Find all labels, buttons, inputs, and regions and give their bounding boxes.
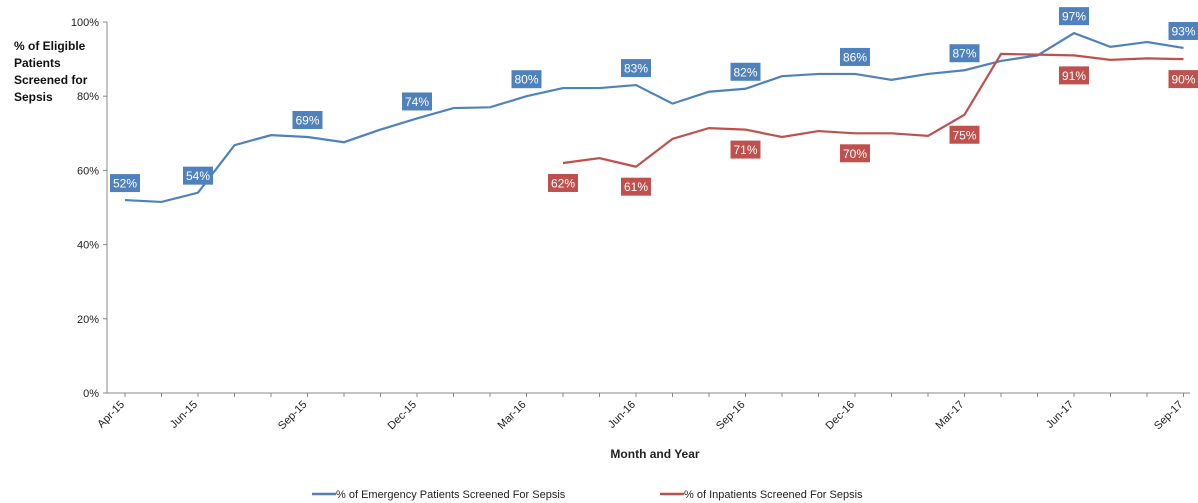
data-label: 91% — [1062, 69, 1086, 83]
data-label-box — [840, 47, 870, 66]
x-tick-label: Jun-17 — [1044, 399, 1076, 431]
data-label-box — [183, 166, 213, 185]
data-label: 83% — [624, 62, 648, 76]
data-label-box — [621, 59, 651, 78]
data-label-box — [949, 125, 980, 144]
data-label-box — [730, 62, 761, 81]
data-label: 54% — [186, 169, 210, 183]
legend-label: % of Inpatients Screened For Sepsis — [684, 489, 863, 501]
x-tick-label: Apr-15 — [95, 399, 127, 431]
data-label: 86% — [843, 50, 867, 64]
data-label-box — [292, 111, 323, 130]
data-label: 97% — [1062, 10, 1086, 24]
data-label-box — [1059, 66, 1089, 85]
x-axis-title: Month and Year — [610, 447, 699, 461]
data-label-box — [110, 174, 140, 193]
data-label: 82% — [733, 65, 757, 79]
data-label: 74% — [405, 95, 429, 109]
x-tick-label: Mar-16 — [495, 399, 528, 432]
data-label-box — [840, 144, 870, 163]
data-label: 75% — [952, 128, 976, 142]
x-tick-label: Jun-15 — [168, 399, 200, 431]
data-label-box — [402, 92, 432, 111]
y-axis-title: % of Eligible Patients Screened for Seps… — [14, 39, 88, 104]
x-tick-label: Sep-15 — [276, 399, 310, 433]
data-label: 71% — [733, 143, 757, 157]
data-label: 52% — [113, 177, 137, 191]
x-tick-label: Sep-16 — [714, 399, 748, 433]
data-label: 69% — [295, 114, 319, 128]
data-label-box — [548, 173, 578, 192]
legend-label: % of Emergency Patients Screened For Sep… — [336, 489, 566, 501]
data-label-box — [949, 44, 980, 63]
data-label: 93% — [1171, 24, 1195, 38]
x-tick-label: Mar-17 — [933, 399, 966, 432]
data-label-box — [1168, 21, 1198, 40]
data-label-box — [1059, 7, 1089, 26]
x-tick-label: Dec-16 — [824, 399, 858, 433]
x-tick-label: Dec-15 — [386, 399, 420, 433]
data-label-box — [1168, 70, 1198, 89]
y-tick-label: 0% — [83, 388, 99, 400]
y-tick-label: 20% — [77, 314, 99, 326]
y-tick-label: 80% — [77, 91, 99, 103]
x-tick-label: Sep-17 — [1152, 399, 1186, 433]
data-label: 62% — [551, 176, 575, 190]
y-tick-label: 60% — [77, 165, 99, 177]
data-label: 61% — [624, 180, 648, 194]
data-label: 87% — [952, 47, 976, 61]
y-tick-label: 40% — [77, 240, 99, 252]
data-label: 90% — [1171, 73, 1195, 87]
data-label: 80% — [514, 73, 538, 87]
data-label-box — [511, 70, 542, 89]
x-tick-label: Jun-16 — [606, 399, 638, 431]
data-label: 70% — [843, 147, 867, 161]
data-label-box — [730, 140, 761, 159]
data-label-box — [621, 177, 651, 196]
series-line — [562, 52, 1184, 168]
y-tick-label: 100% — [71, 17, 99, 29]
series-line — [124, 31, 1184, 204]
